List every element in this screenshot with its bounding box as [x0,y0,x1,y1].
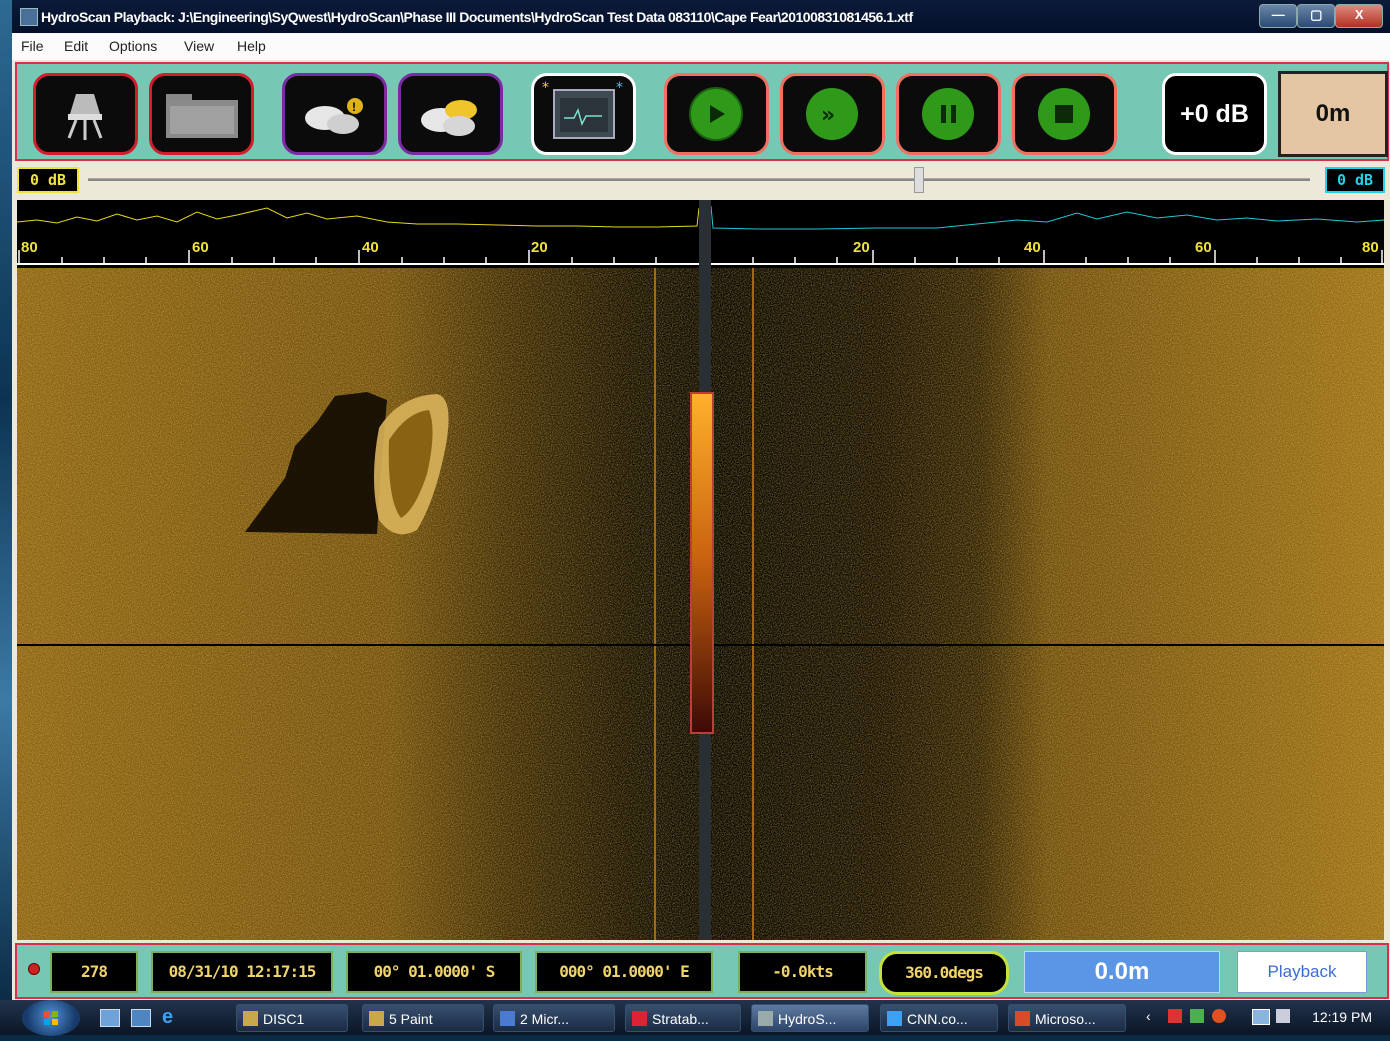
depth-display: 0.0m [1024,951,1220,993]
minimize-button[interactable]: — [1259,4,1297,28]
messages-button[interactable] [398,73,503,155]
gain-slider-track[interactable] [88,178,1310,181]
menu-view[interactable]: View [184,38,215,54]
title-bar[interactable]: HydroScan Playback: J:\Engineering\SyQwe… [12,0,1390,33]
svg-text:»: » [821,103,835,128]
speed-field: -0.0kts [738,951,867,993]
folder-icon [166,94,238,138]
word-icon [500,1011,515,1026]
alert-messages-button[interactable]: ! [282,73,387,155]
sonar-display[interactable]: 80 60 40 20 20 40 60 80 [17,200,1384,940]
starboard-amplitude-trace [710,205,1384,230]
menu-edit[interactable]: Edit [64,38,89,54]
gain-slider-row: 0 dB 0 dB [12,162,1390,198]
svg-text:*: * [616,80,623,96]
sonar-tripod-icon [67,94,103,140]
taskbar-item-microsoft-group[interactable]: 2 Micr... [493,1004,615,1032]
gain-display[interactable]: +0 dB [1162,73,1267,155]
sonar-device-button[interactable] [33,73,138,155]
desktop-background [0,0,12,1000]
windows-logo-icon [44,1011,58,1025]
sonar-image [17,200,1384,940]
pause-button[interactable] [896,73,1001,155]
taskbar-clock[interactable]: 12:19 PM [1312,1009,1372,1025]
status-bar: 278 08/31/10 12:17:15 00° 01.0000' S 000… [15,943,1389,999]
window-title: HydroScan Playback: J:\Engineering\SyQwe… [41,9,913,25]
taskbar-item-disc1[interactable]: DISC1 [236,1004,348,1032]
svg-text:!: ! [352,100,356,114]
tray-app-icon[interactable] [1212,1009,1226,1023]
heading-field: 360.0degs [879,951,1009,995]
play-button[interactable] [664,73,769,155]
starboard-tick-label: 80 [1362,239,1379,256]
port-tick-label: 80 [21,239,38,256]
mode-display[interactable]: Playback [1237,951,1367,993]
start-button[interactable] [22,1000,80,1036]
latitude-field: 00° 01.0000' S [346,951,522,993]
longitude-field: 000° 01.0000' E [535,951,713,993]
port-amplitude-trace [17,207,700,228]
play-icon [689,87,743,141]
left-gain-label: 0 dB [17,167,79,193]
taskbar-item-pdf[interactable]: Stratab... [625,1004,741,1032]
starboard-tick-label: 20 [853,239,870,256]
hydroscan-icon [758,1011,773,1026]
internet-explorer-icon[interactable]: e [162,1006,174,1028]
starboard-tick-label: 40 [1024,239,1041,256]
svg-text:*: * [542,80,549,96]
menu-bar: File Edit Options View Help [12,33,1390,60]
pause-icon [922,88,974,140]
stop-button[interactable] [1012,73,1117,155]
port-tick-label: 40 [362,239,379,256]
chat-alert-icon: ! [305,98,363,134]
right-gain-label: 0 dB [1325,167,1385,193]
tray-volume-icon[interactable] [1276,1009,1290,1023]
open-folder-button[interactable] [149,73,254,155]
folder-icon [243,1011,258,1026]
color-scale-bar [690,392,714,734]
port-tick-label: 20 [531,239,548,256]
menu-options[interactable]: Options [109,38,158,54]
waveform-monitor-button[interactable]: * * [531,73,636,155]
stop-icon [1038,88,1090,140]
toolbar: ! * * [15,62,1389,161]
paint-icon [369,1011,384,1026]
fast-forward-icon: » [806,88,858,140]
menu-help[interactable]: Help [237,38,266,54]
menu-file[interactable]: File [21,38,44,54]
internet-explorer-icon [887,1011,902,1026]
app-icon [20,8,38,26]
fast-forward-button[interactable]: » [780,73,885,155]
taskbar: e DISC1 5 Paint 2 Micr... Stratab... Hyd… [0,1000,1390,1036]
taskbar-item-paint[interactable]: 5 Paint [362,1004,484,1032]
chat-bubbles-icon [421,100,477,136]
maximize-button[interactable]: ▢ [1297,4,1335,28]
starboard-tick-label: 60 [1195,239,1212,256]
app-window: HydroScan Playback: J:\Engineering\SyQwe… [12,0,1390,1000]
office-icon [1015,1011,1030,1026]
show-desktop-icon[interactable] [100,1009,120,1027]
record-indicator-icon [28,963,40,975]
taskbar-item-microsoft[interactable]: Microso... [1008,1004,1126,1032]
tray-display-icon[interactable] [1252,1009,1270,1025]
switch-windows-icon[interactable] [131,1009,151,1027]
datetime-field: 08/31/10 12:17:15 [151,951,333,993]
monitor-waveform-icon: * * [542,80,623,139]
ping-count: 278 [50,951,138,993]
pdf-icon [632,1011,647,1026]
starboard-amplitude-strip [711,200,1384,268]
taskbar-item-hydroscan[interactable]: HydroS... [751,1004,869,1032]
sonar-target-wreck [245,392,449,535]
close-button[interactable]: X [1335,4,1383,28]
port-tick-label: 60 [192,239,209,256]
tray-expand-icon[interactable]: ‹ [1146,1008,1151,1024]
taskbar-item-cnn[interactable]: CNN.co... [880,1004,998,1032]
tray-network-icon[interactable] [1190,1009,1204,1023]
gain-slider-thumb[interactable] [914,167,924,193]
tray-security-icon[interactable] [1168,1009,1182,1023]
range-display[interactable]: 0m [1278,71,1388,157]
